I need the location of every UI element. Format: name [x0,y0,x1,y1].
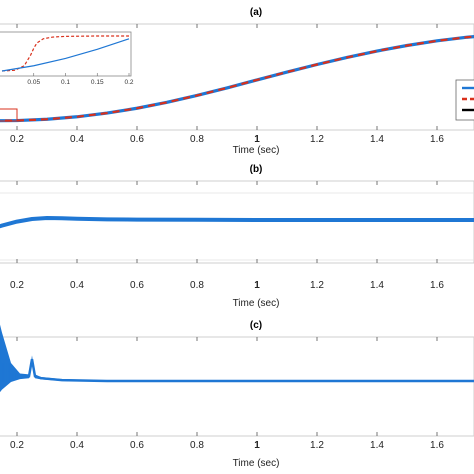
xtick-label: 1 [254,134,260,145]
panel-c-title: (c) [250,320,262,331]
xtick-label: 1.4 [370,134,384,145]
panel-a-series-group [0,34,474,123]
xtick-label: 0.6 [130,280,144,291]
xtick-label: 1.4 [370,280,384,291]
inset-tick-label: 0.1 [61,79,70,86]
xtick-label: 1.6 [430,134,444,145]
xtick-label: 1.4 [370,440,384,451]
panel-c-series-group [0,324,474,393]
xtick-label: 1.6 [430,440,444,451]
xtick-label: 1.2 [310,280,324,291]
inset-tick-label: 0.2 [124,79,133,86]
xtick-label: 1.2 [310,440,324,451]
xtick-label: 1 [254,280,260,291]
panel-b: (b) 0.2 0.4 0.6 0.8 1 1.2 1.4 1.6 Time (sec) [0,164,474,309]
xtick-label: 0.8 [190,440,204,451]
xtick-label: 0.6 [130,440,144,451]
series-line [0,356,474,383]
legend [455,79,474,121]
inset-tick-label: 0.15 [91,79,104,86]
xtick-label: 0.8 [190,280,204,291]
panel-c-xlabel: Time (sec) [233,458,280,469]
panel-c-axes [0,336,474,437]
panel-b-series-group [0,216,474,229]
inset-axes [0,31,132,77]
xtick-label: 0.4 [70,134,84,145]
panel-c: (c) 0.2 0.4 0.6 0.8 1 1.2 1.4 1.6 Time (sec) [0,320,474,469]
inset-series-solid [1,38,130,72]
panel-b-xticks: 0.2 0.4 0.6 0.8 1 1.2 1.4 1.6 [10,181,444,291]
inset-plot: 0.05 0.1 0.15 0.2 [0,31,134,86]
xtick-label: 0.8 [190,134,204,145]
xtick-label: 0.2 [10,280,24,291]
panel-a: (a) 0.2 0.4 0.6 0.8 1 1.2 1.4 1.6 Time (sec) 0.… [0,7,474,156]
panel-a-xlabel: Time (sec) [233,145,280,156]
xtick-label: 0.2 [10,134,24,145]
panel-b-xlabel: Time (sec) [233,298,280,309]
xtick-label: 0.6 [130,134,144,145]
inset-tick-label: 0.05 [27,79,40,86]
panel-c-xticks: 0.2 0.4 0.6 0.8 1 1.2 1.4 1.6 [10,337,444,451]
xtick-label: 1.2 [310,134,324,145]
panel-a-title: (a) [250,7,262,18]
xtick-label: 0.4 [70,280,84,291]
xtick-label: 0.4 [70,440,84,451]
panel-a-xticks: 0.2 0.4 0.6 0.8 1 1.2 1.4 1.6 [10,24,444,145]
series-line [0,216,474,229]
inset-xticks: 0.05 0.1 0.15 0.2 [27,73,134,86]
inset-series-group [1,35,130,72]
xtick-label: 1 [254,440,260,451]
series-line-dashed [0,35,474,122]
xtick-label: 1.6 [430,280,444,291]
xtick-label: 0.2 [10,440,24,451]
panel-b-title: (b) [250,164,263,175]
zoom-region-box [0,108,18,122]
